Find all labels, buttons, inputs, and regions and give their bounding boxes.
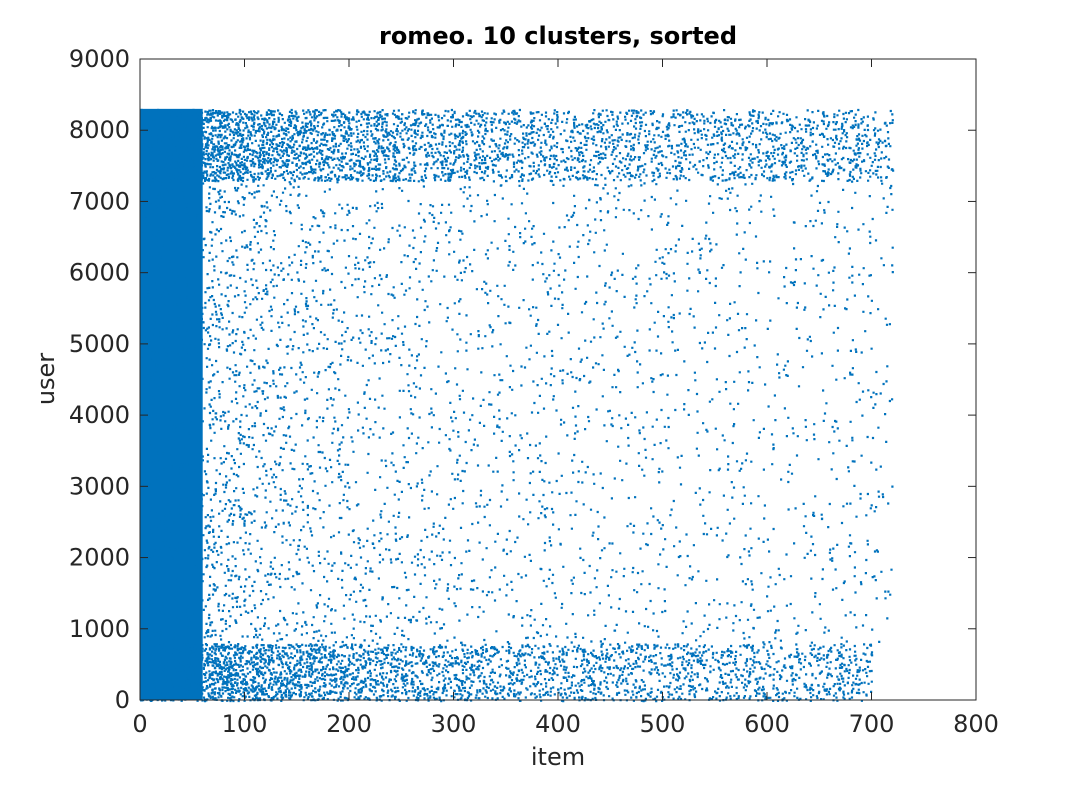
y-tick-label: 9000 [69, 45, 130, 73]
y-axis: 0 1000 2000 3000 4000 5000 6000 7000 8000 9000 [69, 45, 976, 714]
x-tick-label: 200 [326, 710, 372, 738]
chart-title: romeo. 10 clusters, sorted [379, 22, 737, 50]
x-tick-label: 0 [132, 710, 147, 738]
y-tick-label: 2000 [69, 544, 130, 572]
scatter-points [140, 108, 895, 703]
y-tick-label: 8000 [69, 116, 130, 144]
y-axis-label: user [32, 353, 60, 405]
x-tick-label: 300 [431, 710, 477, 738]
x-tick-label: 800 [953, 710, 999, 738]
x-tick-label: 100 [222, 710, 268, 738]
x-tick-label: 500 [640, 710, 686, 738]
y-tick-label: 7000 [69, 187, 130, 215]
y-tick-label: 5000 [69, 330, 130, 358]
x-tick-label: 600 [744, 710, 790, 738]
y-tick-label: 0 [115, 686, 130, 714]
y-tick-label: 3000 [69, 472, 130, 500]
y-tick-label: 1000 [69, 615, 130, 643]
x-tick-label: 400 [535, 710, 581, 738]
x-axis-label: item [531, 743, 585, 771]
x-tick-label: 700 [849, 710, 895, 738]
y-tick-label: 4000 [69, 401, 130, 429]
y-tick-label: 6000 [69, 259, 130, 287]
x-axis: 0 100 200 300 400 500 600 700 800 [132, 59, 999, 738]
